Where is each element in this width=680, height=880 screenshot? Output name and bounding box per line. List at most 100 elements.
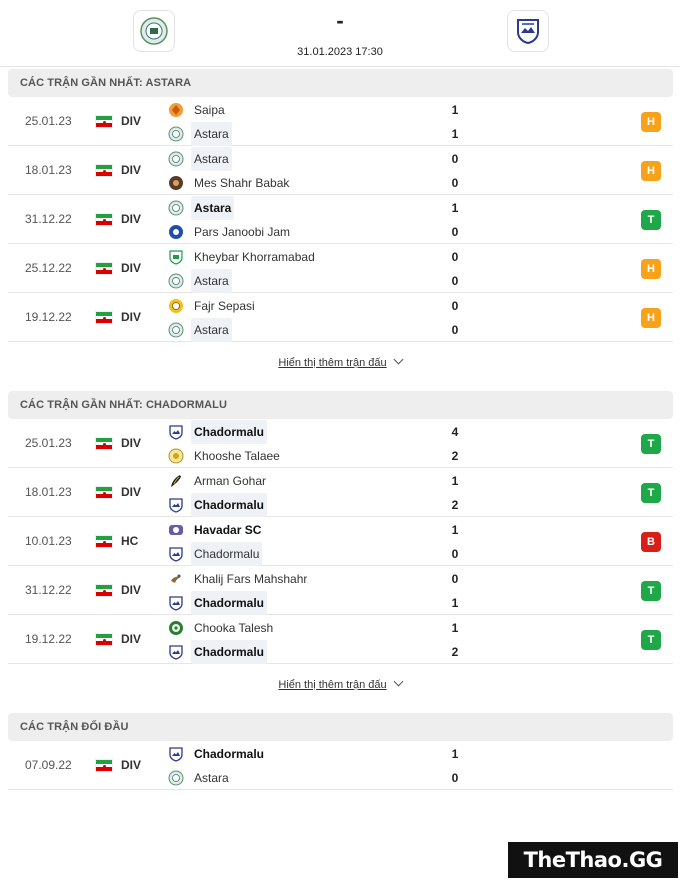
home-team-name[interactable]: Saipa bbox=[194, 103, 225, 117]
match-row[interactable]: 25.01.23 DIV Chadormalu 4 Khooshe Talaee… bbox=[8, 419, 673, 468]
match-row[interactable]: 19.12.22 DIV Fajr Sepasi 0 Astara 0 H bbox=[8, 293, 673, 342]
away-team-name[interactable]: Astara bbox=[191, 122, 232, 146]
show-more-label[interactable]: Hiển thị thêm trận đấu bbox=[278, 679, 387, 691]
home-team-name[interactable]: Astara bbox=[191, 147, 232, 171]
khooshe-talaee-logo-icon bbox=[168, 448, 184, 464]
header-divider bbox=[0, 66, 680, 67]
astara-logo-icon bbox=[168, 770, 184, 786]
match-row[interactable]: 18.01.23 DIV Astara 0 Mes Shahr Babak 0 … bbox=[8, 146, 673, 195]
show-more-label[interactable]: Hiển thị thêm trận đấu bbox=[278, 357, 387, 369]
match-date: 25.01.23 bbox=[25, 436, 72, 450]
match-date: 18.01.23 bbox=[25, 485, 72, 499]
home-score: 0 bbox=[451, 299, 459, 313]
show-more-matches-astara[interactable]: Hiển thị thêm trận đấu bbox=[0, 354, 680, 369]
iran-flag-icon bbox=[95, 311, 113, 324]
away-team-name[interactable]: Astara bbox=[194, 771, 229, 785]
home-score: 1 bbox=[451, 747, 459, 761]
match-row[interactable]: 25.01.23 DIV Saipa 1 Astara 1 H bbox=[8, 97, 673, 146]
home-score: 1 bbox=[451, 103, 459, 117]
away-score: 0 bbox=[451, 771, 459, 785]
away-score: 2 bbox=[451, 645, 459, 659]
away-score: 0 bbox=[451, 547, 459, 561]
iran-flag-icon bbox=[95, 535, 113, 548]
home-score: 1 bbox=[451, 201, 459, 215]
away-team-name[interactable]: Mes Shahr Babak bbox=[194, 176, 290, 190]
khalij-fars-mahshahr-logo-icon bbox=[171, 574, 181, 583]
result-badge: T bbox=[641, 483, 661, 503]
away-team-name[interactable]: Chadormalu bbox=[191, 542, 263, 566]
competition: DIV bbox=[121, 212, 142, 226]
away-team-name[interactable]: Chadormalu bbox=[191, 591, 268, 615]
match-score: - bbox=[336, 8, 344, 33]
saipa-logo-icon bbox=[169, 103, 183, 117]
result-badge: H bbox=[641, 308, 661, 328]
match-row[interactable]: 18.01.23 DIV Arman Gohar 1 Chadormalu 2 … bbox=[8, 468, 673, 517]
match-row[interactable]: 19.12.22 DIV Chooka Talesh 1 Chadormalu … bbox=[8, 615, 673, 664]
mes-shahr-babak-logo-icon bbox=[169, 176, 183, 190]
match-date: 25.01.23 bbox=[25, 114, 72, 128]
home-team-name[interactable]: Havadar SC bbox=[194, 523, 262, 537]
iran-flag-icon bbox=[95, 584, 113, 597]
away-team-name[interactable]: Khooshe Talaee bbox=[194, 449, 280, 463]
match-row[interactable]: 10.01.23 HC Havadar SC 1 Chadormalu 0 B bbox=[8, 517, 673, 566]
kickoff-time: 31.01.2023 17:30 bbox=[297, 46, 383, 58]
result-badge: T bbox=[641, 581, 661, 601]
result-badge: H bbox=[641, 259, 661, 279]
astara-logo-icon bbox=[168, 151, 184, 167]
away-score: 0 bbox=[451, 323, 459, 337]
iran-flag-icon bbox=[95, 759, 113, 772]
match-date: 18.01.23 bbox=[25, 163, 72, 177]
home-team-name[interactable]: Chadormalu bbox=[191, 420, 268, 444]
away-team-logo[interactable] bbox=[507, 10, 549, 52]
match-header: - 31.01.2023 17:30 bbox=[0, 0, 680, 66]
home-score: 1 bbox=[451, 621, 459, 635]
havadar-sc-logo-icon bbox=[169, 525, 183, 535]
away-score: 2 bbox=[451, 449, 459, 463]
competition: DIV bbox=[121, 583, 142, 597]
home-team-name[interactable]: Chadormalu bbox=[194, 747, 265, 761]
chadormalu-logo-icon bbox=[169, 596, 183, 611]
home-team-name[interactable]: Fajr Sepasi bbox=[194, 299, 255, 313]
chadormalu-logo-icon bbox=[169, 498, 183, 513]
home-score: 0 bbox=[451, 250, 459, 264]
iran-flag-icon bbox=[95, 437, 113, 450]
competition: DIV bbox=[121, 485, 142, 499]
match-row[interactable]: 07.09.22 DIV Chadormalu 1 Astara 0 bbox=[8, 741, 673, 790]
home-team-logo[interactable] bbox=[133, 10, 175, 52]
away-team-name[interactable]: Chadormalu bbox=[191, 640, 268, 664]
away-team-name[interactable]: Astara bbox=[191, 318, 232, 342]
match-row[interactable]: 25.12.22 DIV Kheybar Khorramabad 0 Astar… bbox=[8, 244, 673, 293]
home-score: 1 bbox=[451, 474, 459, 488]
iran-flag-icon bbox=[95, 486, 113, 499]
show-more-matches-chadormalu[interactable]: Hiển thị thêm trận đấu bbox=[0, 676, 680, 691]
result-badge: B bbox=[641, 532, 661, 552]
match-row[interactable]: 31.12.22 DIV Astara 1 Pars Janoobi Jam 0… bbox=[8, 195, 673, 244]
match-date: 25.12.22 bbox=[25, 261, 72, 275]
home-team-name[interactable]: Chooka Talesh bbox=[194, 621, 274, 635]
match-date: 19.12.22 bbox=[25, 632, 72, 646]
competition: DIV bbox=[121, 114, 142, 128]
astara-logo-icon bbox=[168, 322, 184, 338]
competition: DIV bbox=[121, 261, 142, 275]
arman-gohar-logo-icon bbox=[171, 475, 181, 487]
chadormalu-logo-icon bbox=[169, 425, 183, 440]
home-team-name[interactable]: Arman Gohar bbox=[194, 474, 267, 488]
match-date: 31.12.22 bbox=[25, 583, 72, 597]
match-row[interactable]: 31.12.22 DIV Khalij Fars Mahshahr 0 Chad… bbox=[8, 566, 673, 615]
section-title: CÁC TRẬN ĐỐI ĐẦU bbox=[8, 713, 673, 741]
away-team-name[interactable]: Pars Janoobi Jam bbox=[194, 225, 291, 239]
pars-janoobi-jam-logo-icon bbox=[169, 225, 183, 239]
chadormalu-logo-icon bbox=[169, 645, 183, 660]
home-team-name[interactable]: Kheybar Khorramabad bbox=[194, 250, 315, 264]
kheybar-khorramabad-logo-icon bbox=[169, 250, 183, 265]
home-team-name[interactable]: Astara bbox=[191, 196, 235, 220]
home-team-name[interactable]: Khalij Fars Mahshahr bbox=[194, 572, 308, 586]
away-team-name[interactable]: Chadormalu bbox=[191, 493, 268, 517]
astara-crest-icon bbox=[140, 17, 168, 45]
section-recent-astara: CÁC TRẬN GẦN NHẤT: ASTARA 25.01.23 DIV S… bbox=[8, 69, 673, 342]
away-team-name[interactable]: Astara bbox=[191, 269, 232, 293]
away-score: 1 bbox=[451, 127, 459, 141]
result-badge: T bbox=[641, 210, 661, 230]
chadormalu-logo-icon bbox=[169, 747, 183, 762]
astara-logo-icon bbox=[168, 200, 184, 216]
